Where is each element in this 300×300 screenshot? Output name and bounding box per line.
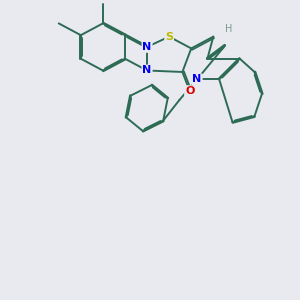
Text: N: N: [142, 42, 152, 52]
Text: N: N: [193, 74, 202, 84]
Text: N: N: [142, 65, 152, 76]
Text: H: H: [225, 24, 232, 34]
Text: S: S: [165, 32, 173, 42]
Text: O: O: [185, 86, 194, 96]
